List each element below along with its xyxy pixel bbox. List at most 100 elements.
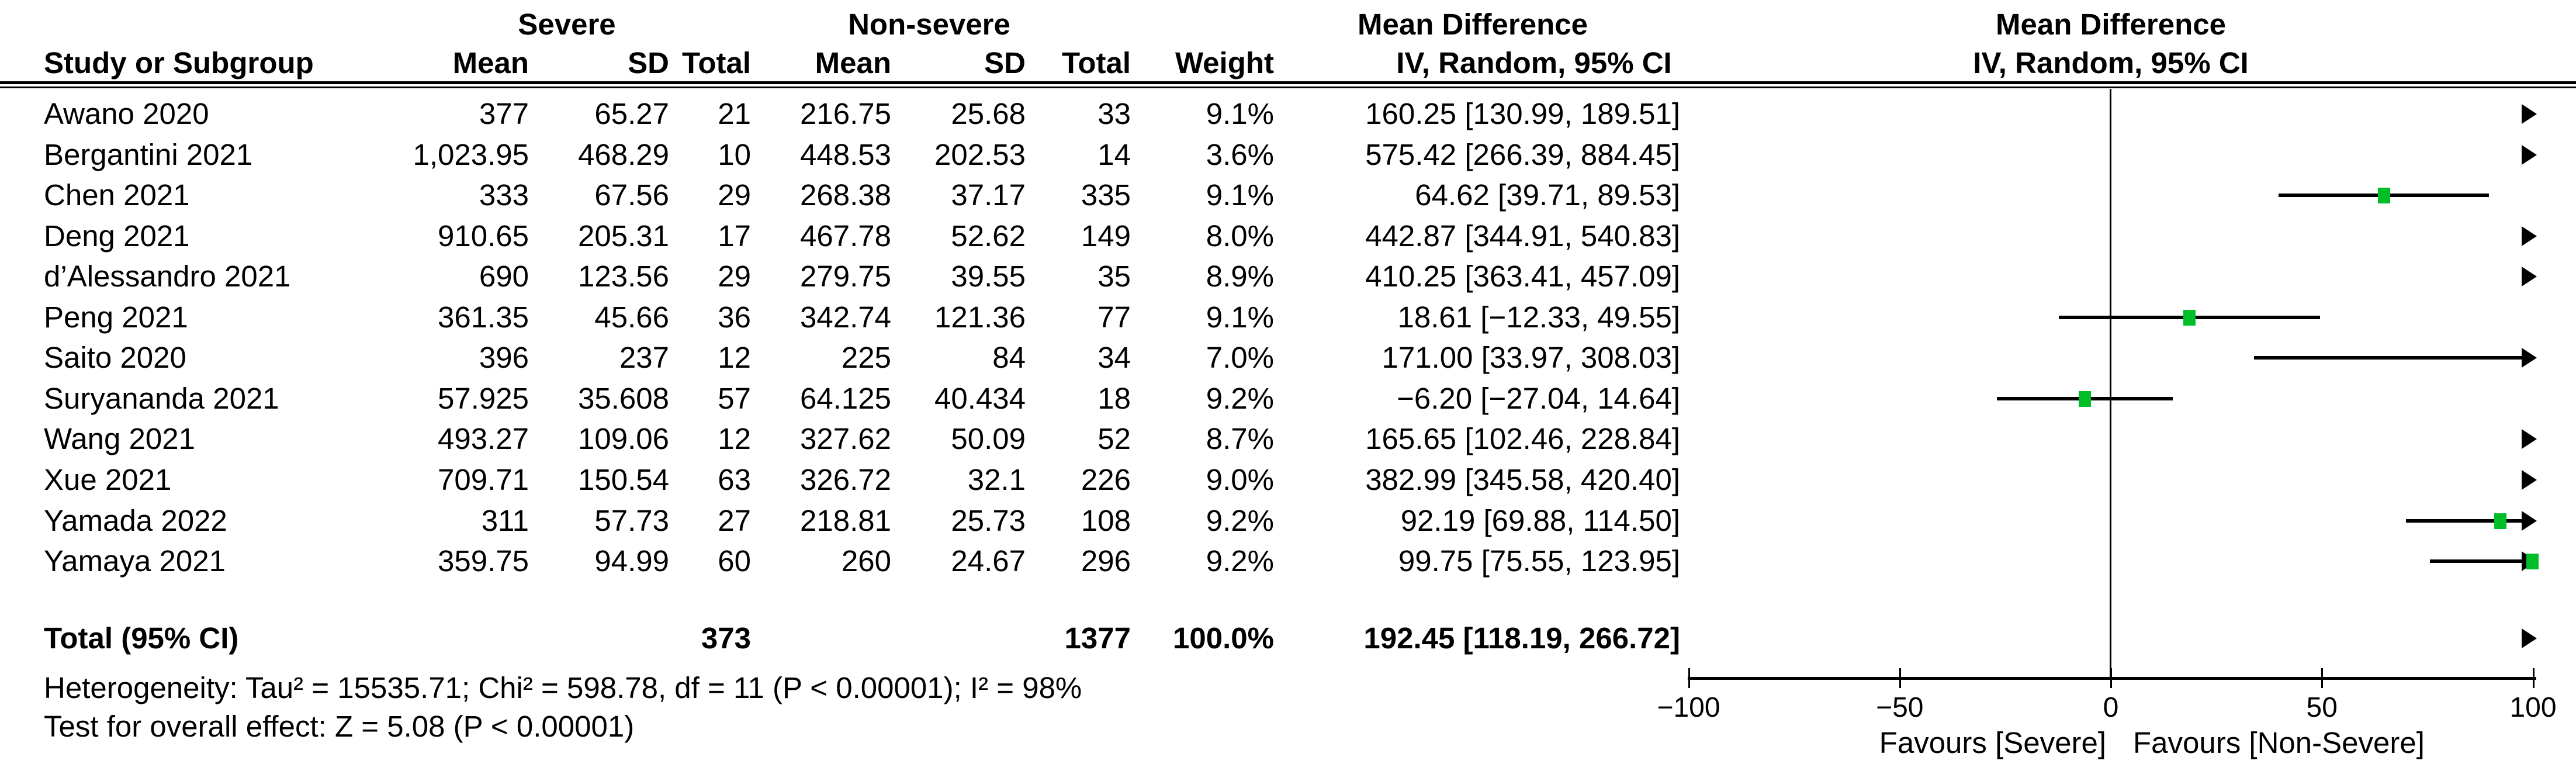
study-sd2-cell: 39.55 bbox=[951, 260, 1026, 293]
study-n2-cell: 149 bbox=[1081, 219, 1131, 253]
study-n2-cell: 226 bbox=[1081, 462, 1131, 496]
point-estimate-marker bbox=[2494, 513, 2507, 529]
total-weight: 100.0% bbox=[1173, 621, 1274, 655]
study-mean1-cell: 57.925 bbox=[438, 381, 529, 415]
arrow-right-icon bbox=[2522, 144, 2537, 165]
x-axis-tick bbox=[2321, 668, 2324, 688]
heterogeneity-text: Heterogeneity: Tau² = 15535.71; Chi² = 5… bbox=[44, 671, 1082, 704]
study-mean1-cell: 361.35 bbox=[438, 300, 529, 334]
x-axis-line bbox=[1688, 677, 2536, 680]
study-name-cell: Suryananda 2021 bbox=[44, 381, 279, 415]
study-mean2-cell: 218.81 bbox=[800, 503, 891, 537]
study-ci-cell: 410.25 [363.41, 457.09] bbox=[1365, 260, 1680, 293]
study-n1-cell: 17 bbox=[718, 219, 751, 253]
study-name-cell: Xue 2021 bbox=[44, 462, 172, 496]
study-sd1-cell: 67.56 bbox=[594, 178, 669, 212]
study-sd2-cell: 40.434 bbox=[934, 381, 1026, 415]
study-sd1-cell: 109.06 bbox=[578, 422, 669, 456]
x-axis-tick-label: −100 bbox=[1657, 692, 1720, 723]
study-n1-cell: 12 bbox=[718, 422, 751, 456]
favours-right-label: Favours [Non-Severe] bbox=[2133, 726, 2425, 759]
study-n2-cell: 77 bbox=[1097, 300, 1131, 334]
study-ci-cell: 165.65 [102.46, 228.84] bbox=[1365, 422, 1680, 456]
study-sd1-cell: 57.73 bbox=[594, 503, 669, 537]
total-row-label: Total (95% CI) bbox=[44, 621, 239, 655]
study-sd2-cell: 24.67 bbox=[951, 544, 1026, 578]
study-sd1-cell: 35.608 bbox=[578, 381, 669, 415]
arrow-right-icon bbox=[2522, 104, 2537, 124]
study-mean1-cell: 333 bbox=[479, 178, 529, 212]
study-mean2-cell: 279.75 bbox=[800, 260, 891, 293]
study-sd1-cell: 468.29 bbox=[578, 137, 669, 171]
study-sd1-cell: 65.27 bbox=[594, 97, 669, 130]
study-mean2-cell: 268.38 bbox=[800, 178, 891, 212]
study-column-header: Study or Subgroup bbox=[44, 46, 314, 80]
weight-column-header: Weight bbox=[1175, 46, 1274, 80]
study-name-cell: Deng 2021 bbox=[44, 219, 190, 253]
study-n1-cell: 29 bbox=[718, 260, 751, 293]
x-axis-tick-label: 100 bbox=[2509, 692, 2557, 723]
study-sd1-cell: 150.54 bbox=[578, 462, 669, 496]
study-mean2-cell: 342.74 bbox=[800, 300, 891, 334]
study-sd2-cell: 25.68 bbox=[951, 97, 1026, 130]
study-mean2-cell: 64.125 bbox=[800, 381, 891, 415]
overall-effect-text: Test for overall effect: Z = 5.08 (P < 0… bbox=[44, 710, 635, 743]
study-mean1-cell: 359.75 bbox=[438, 544, 529, 578]
study-ci-cell: −6.20 [−27.04, 14.64] bbox=[1397, 381, 1680, 415]
study-mean1-cell: 910.65 bbox=[438, 219, 529, 253]
study-n2-cell: 34 bbox=[1097, 341, 1131, 375]
study-sd2-cell: 37.17 bbox=[951, 178, 1026, 212]
study-n2-cell: 33 bbox=[1097, 97, 1131, 130]
study-mean2-cell: 467.78 bbox=[800, 219, 891, 253]
zero-reference-line bbox=[2110, 89, 2111, 678]
md-header-left-line1: Mean Difference bbox=[1358, 8, 1588, 41]
study-n2-cell: 14 bbox=[1097, 137, 1131, 171]
study-n2-cell: 52 bbox=[1097, 422, 1131, 456]
study-ci-cell: 92.19 [69.88, 114.50] bbox=[1400, 503, 1680, 537]
study-mean2-cell: 260 bbox=[841, 544, 891, 578]
header-rule-bottom bbox=[0, 87, 2576, 88]
md-header-left-line2: IV, Random, 95% CI bbox=[1396, 46, 1672, 80]
study-n1-cell: 12 bbox=[718, 341, 751, 375]
nonsevere-total-header: Total bbox=[1061, 46, 1131, 80]
study-sd2-cell: 52.62 bbox=[951, 219, 1026, 253]
study-mean1-cell: 1,023.95 bbox=[413, 137, 529, 171]
study-name-cell: Saito 2020 bbox=[44, 341, 186, 375]
study-sd1-cell: 205.31 bbox=[578, 219, 669, 253]
study-sd2-cell: 25.73 bbox=[951, 503, 1026, 537]
study-n2-cell: 18 bbox=[1097, 381, 1131, 415]
study-weight-cell: 7.0% bbox=[1206, 341, 1274, 375]
study-weight-cell: 8.9% bbox=[1206, 260, 1274, 293]
arrow-right-icon bbox=[2522, 510, 2537, 531]
study-n1-cell: 21 bbox=[718, 97, 751, 130]
nonsevere-mean-header: Mean bbox=[815, 46, 891, 80]
point-estimate-marker bbox=[2079, 391, 2092, 407]
study-name-cell: Peng 2021 bbox=[44, 300, 188, 334]
point-estimate-marker bbox=[2526, 554, 2539, 570]
study-mean1-cell: 396 bbox=[479, 341, 529, 375]
study-weight-cell: 8.0% bbox=[1206, 219, 1274, 253]
study-weight-cell: 9.1% bbox=[1206, 300, 1274, 334]
x-axis-tick-label: 0 bbox=[2103, 692, 2119, 723]
study-n2-cell: 296 bbox=[1081, 544, 1131, 578]
ci-line bbox=[2405, 519, 2525, 523]
study-sd2-cell: 202.53 bbox=[934, 137, 1026, 171]
total-severe-n: 373 bbox=[701, 621, 751, 655]
md-header-right-line2: IV, Random, 95% CI bbox=[1973, 46, 2249, 80]
study-sd2-cell: 84 bbox=[992, 341, 1026, 375]
study-mean1-cell: 311 bbox=[481, 503, 529, 537]
ci-line bbox=[2429, 559, 2525, 564]
study-n2-cell: 108 bbox=[1081, 503, 1131, 537]
ci-line bbox=[2254, 356, 2525, 360]
study-sd1-cell: 94.99 bbox=[594, 544, 669, 578]
arrow-right-icon bbox=[2522, 267, 2537, 287]
severe-sd-header: SD bbox=[628, 46, 669, 80]
study-weight-cell: 3.6% bbox=[1206, 137, 1274, 171]
study-ci-cell: 160.25 [130.99, 189.51] bbox=[1365, 97, 1680, 130]
nonsevere-group-header: Non-severe bbox=[848, 8, 1010, 41]
study-mean1-cell: 690 bbox=[479, 260, 529, 293]
severe-total-header: Total bbox=[681, 46, 751, 80]
study-weight-cell: 9.2% bbox=[1206, 503, 1274, 537]
md-header-right-line1: Mean Difference bbox=[1996, 8, 2226, 41]
